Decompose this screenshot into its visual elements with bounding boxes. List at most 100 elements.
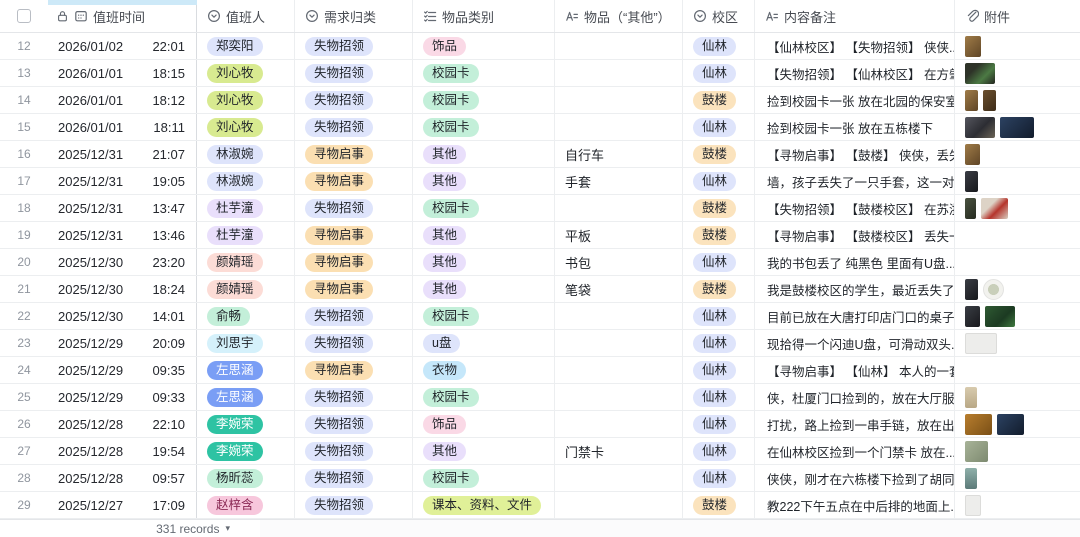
item-type-tag[interactable]: 课本、资料、文件 (423, 495, 542, 515)
attachment-cell[interactable] (955, 276, 1080, 302)
attachment-thumbnail[interactable] (965, 62, 995, 84)
campus-cell[interactable]: 鼓楼 (683, 87, 755, 113)
attachment-cell[interactable] (955, 60, 1080, 86)
campus-tag[interactable]: 仙林 (693, 36, 737, 56)
campus-cell[interactable]: 仙林 (683, 357, 755, 383)
campus-cell[interactable]: 鼓楼 (683, 195, 755, 221)
attachment-thumbnail[interactable] (983, 278, 1004, 300)
item-other-cell[interactable] (555, 465, 683, 491)
category-cell[interactable]: 失物招领 (295, 465, 413, 491)
item-type-cell[interactable]: 校园卡 (413, 303, 555, 329)
person-cell[interactable]: 左思涵 (197, 357, 295, 383)
person-cell[interactable]: 林淑婉 (197, 168, 295, 194)
person-tag[interactable]: 赵梓含 (207, 495, 263, 515)
item-type-cell[interactable]: 其他 (413, 222, 555, 248)
person-tag[interactable]: 杜芋潼 (207, 225, 263, 245)
category-tag[interactable]: 失物招领 (305, 306, 374, 326)
campus-cell[interactable]: 仙林 (683, 33, 755, 59)
person-cell[interactable]: 李婉荣 (197, 438, 295, 464)
campus-cell[interactable]: 仙林 (683, 303, 755, 329)
person-cell[interactable]: 林淑婉 (197, 141, 295, 167)
person-cell[interactable]: 刘心牧 (197, 60, 295, 86)
time-cell[interactable]: 2025/12/28 22:10 (48, 411, 197, 437)
campus-tag[interactable]: 鼓楼 (693, 198, 737, 218)
select-all-checkbox[interactable] (17, 9, 31, 23)
item-other-cell[interactable] (555, 60, 683, 86)
item-other-cell[interactable] (555, 492, 683, 518)
campus-cell[interactable]: 仙林 (683, 330, 755, 356)
time-cell[interactable]: 2025/12/29 09:35 (48, 357, 197, 383)
person-cell[interactable]: 颜婧瑶 (197, 276, 295, 302)
time-cell[interactable]: 2026/01/01 18:11 (48, 114, 197, 140)
attachment-thumbnail[interactable] (965, 116, 995, 138)
row-number-cell[interactable]: 12 (0, 33, 48, 59)
note-cell[interactable]: 【仙林校区】 【失物招领】 侠侠... (755, 33, 955, 59)
attachment-cell[interactable] (955, 384, 1080, 410)
person-tag[interactable]: 颜婧瑶 (207, 252, 263, 272)
category-tag[interactable]: 寻物启事 (305, 171, 374, 191)
item-other-cell[interactable] (555, 411, 683, 437)
item-other-cell[interactable]: 手套 (555, 168, 683, 194)
campus-tag[interactable]: 仙林 (693, 306, 737, 326)
person-tag[interactable]: 李婉荣 (207, 441, 263, 461)
campus-tag[interactable]: 仙林 (693, 333, 737, 353)
category-cell[interactable]: 失物招领 (295, 438, 413, 464)
item-type-tag[interactable]: 校园卡 (423, 90, 479, 110)
item-type-cell[interactable]: 饰品 (413, 33, 555, 59)
column-header-person[interactable]: 值班人 (197, 0, 295, 32)
person-cell[interactable]: 杜芋潼 (197, 222, 295, 248)
person-cell[interactable]: 杨昕蕊 (197, 465, 295, 491)
item-other-cell[interactable]: 门禁卡 (555, 438, 683, 464)
category-tag[interactable]: 失物招领 (305, 333, 374, 353)
category-cell[interactable]: 失物招领 (295, 330, 413, 356)
category-cell[interactable]: 失物招领 (295, 492, 413, 518)
person-cell[interactable]: 刘心牧 (197, 114, 295, 140)
category-tag[interactable]: 失物招领 (305, 414, 374, 434)
item-other-cell[interactable] (555, 357, 683, 383)
item-type-cell[interactable]: 其他 (413, 249, 555, 275)
category-cell[interactable]: 失物招领 (295, 87, 413, 113)
category-tag[interactable]: 失物招领 (305, 468, 374, 488)
item-type-cell[interactable]: 衣物 (413, 357, 555, 383)
time-cell[interactable]: 2026/01/02 22:01 (48, 33, 197, 59)
select-all-cell[interactable] (0, 0, 48, 32)
note-cell[interactable]: 墙，孩子丢失了一只手套，这一对... (755, 168, 955, 194)
person-tag[interactable]: 俞畅 (207, 306, 251, 326)
row-number-cell[interactable]: 24 (0, 357, 48, 383)
person-tag[interactable]: 左思涵 (207, 387, 263, 407)
person-tag[interactable]: 林淑婉 (207, 144, 263, 164)
attachment-cell[interactable] (955, 303, 1080, 329)
attachment-cell[interactable] (955, 222, 1080, 248)
person-cell[interactable]: 颜婧瑶 (197, 249, 295, 275)
note-cell[interactable]: 【失物招领】 【仙林校区】 在方肇. (755, 60, 955, 86)
time-cell[interactable]: 2025/12/28 09:57 (48, 465, 197, 491)
item-type-tag[interactable]: 校园卡 (423, 63, 479, 83)
person-cell[interactable]: 郑奕阳 (197, 33, 295, 59)
time-cell[interactable]: 2025/12/31 21:07 (48, 141, 197, 167)
person-tag[interactable]: 颜婧瑶 (207, 279, 263, 299)
campus-cell[interactable]: 仙林 (683, 114, 755, 140)
category-tag[interactable]: 失物招领 (305, 117, 374, 137)
attachment-thumbnail[interactable] (983, 89, 996, 111)
campus-tag[interactable]: 仙林 (693, 252, 737, 272)
person-cell[interactable]: 李婉荣 (197, 411, 295, 437)
row-number-cell[interactable]: 19 (0, 222, 48, 248)
person-tag[interactable]: 郑奕阳 (207, 36, 263, 56)
attachment-thumbnail[interactable] (965, 278, 978, 300)
item-type-cell[interactable]: 其他 (413, 141, 555, 167)
campus-cell[interactable]: 鼓楼 (683, 492, 755, 518)
attachment-cell[interactable] (955, 114, 1080, 140)
item-type-cell[interactable]: 其他 (413, 168, 555, 194)
row-number-cell[interactable]: 27 (0, 438, 48, 464)
item-other-cell[interactable] (555, 33, 683, 59)
row-number-cell[interactable]: 22 (0, 303, 48, 329)
campus-tag[interactable]: 仙林 (693, 468, 737, 488)
category-cell[interactable]: 寻物启事 (295, 222, 413, 248)
campus-cell[interactable]: 仙林 (683, 249, 755, 275)
person-cell[interactable]: 刘心牧 (197, 87, 295, 113)
person-cell[interactable]: 杜芋潼 (197, 195, 295, 221)
category-cell[interactable]: 失物招领 (295, 195, 413, 221)
attachment-thumbnail[interactable] (965, 332, 997, 354)
campus-cell[interactable]: 鼓楼 (683, 141, 755, 167)
attachment-thumbnail[interactable] (965, 170, 978, 192)
